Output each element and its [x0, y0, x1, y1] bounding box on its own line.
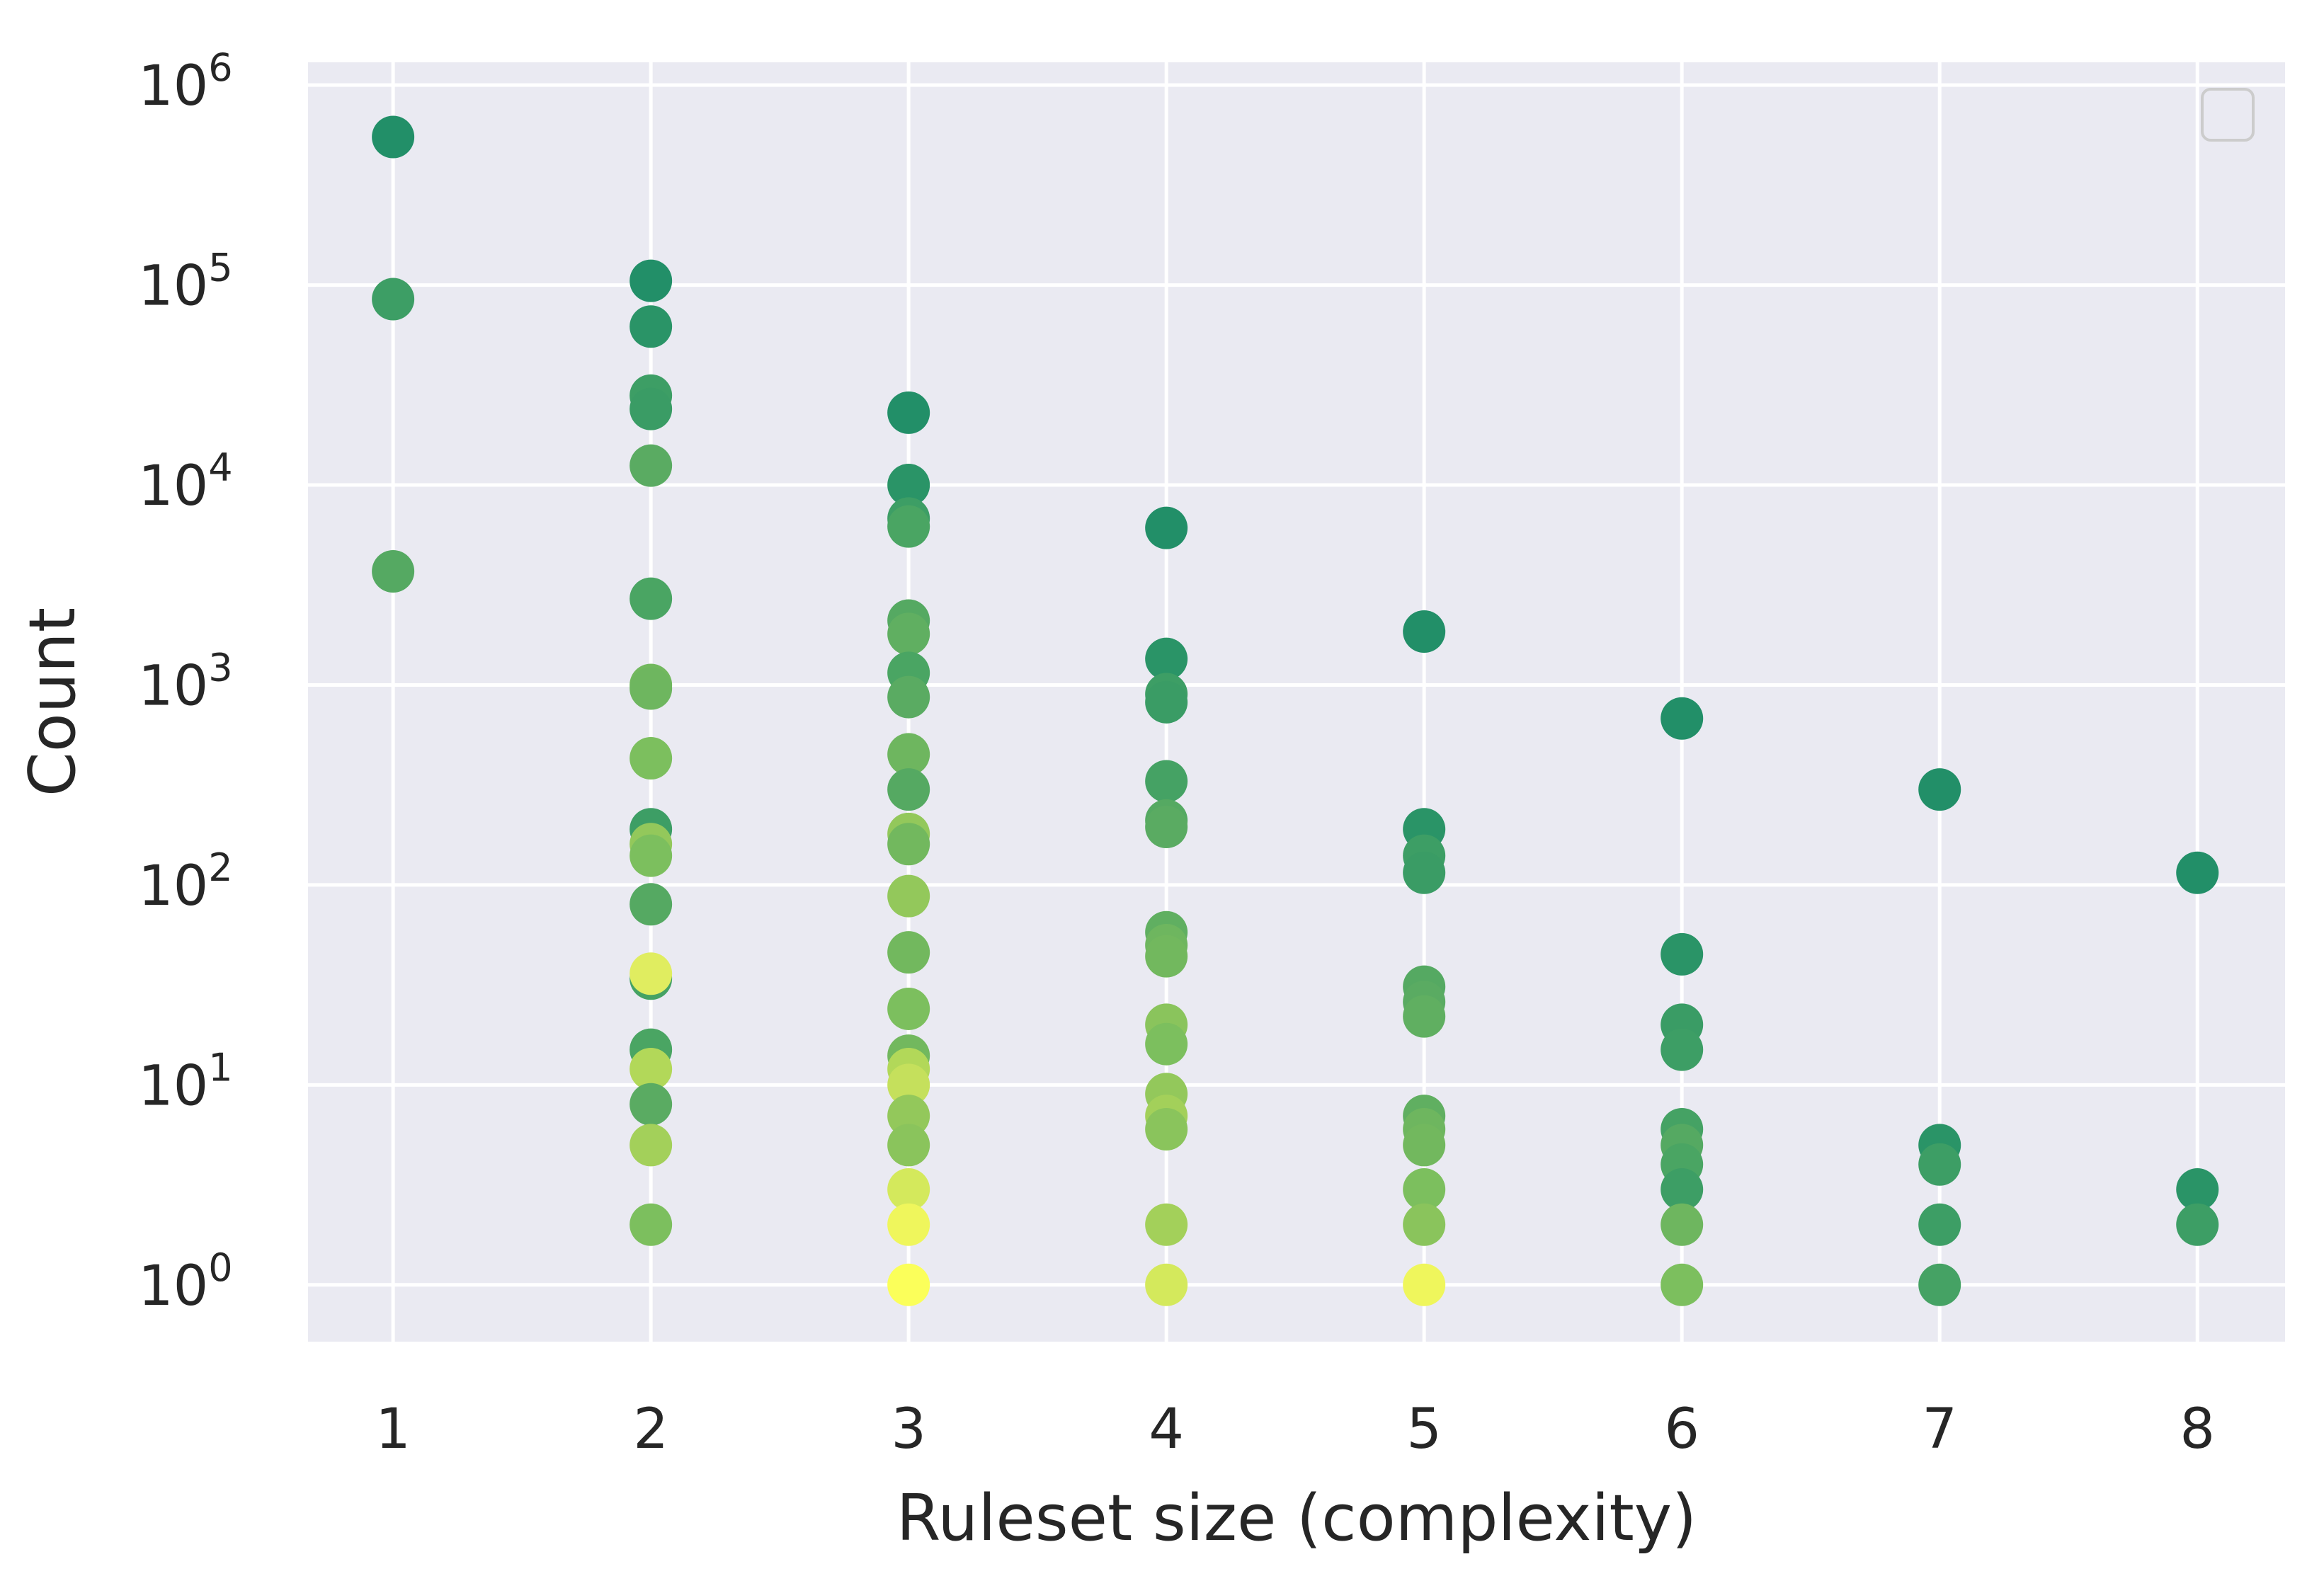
- data-point: [887, 1095, 930, 1138]
- x-tick-label: 8: [2180, 1398, 2215, 1461]
- data-point: [1661, 1028, 1704, 1071]
- data-point: [1403, 851, 1446, 894]
- data-point: [887, 612, 930, 656]
- data-point: [372, 115, 415, 159]
- data-point: [630, 1124, 673, 1167]
- data-point: [887, 1168, 930, 1211]
- y-tick-label: 103: [138, 645, 233, 718]
- data-point: [887, 823, 930, 866]
- data-point: [887, 391, 930, 434]
- x-tick-label: 5: [1406, 1398, 1442, 1461]
- data-point: [630, 667, 673, 710]
- data-point: [372, 278, 415, 321]
- data-point: [1403, 1263, 1446, 1306]
- data-point: [630, 883, 673, 926]
- data-point: [1145, 1263, 1188, 1306]
- legend-box: [2201, 88, 2255, 142]
- data-point: [1145, 680, 1188, 724]
- data-point: [630, 577, 673, 620]
- data-point: [1661, 1263, 1704, 1306]
- data-point: [1918, 1143, 1961, 1186]
- data-point: [630, 259, 673, 302]
- y-axis-label: Count: [16, 607, 90, 796]
- data-point: [1403, 1168, 1446, 1211]
- data-point: [887, 1124, 930, 1167]
- data-point: [2176, 1203, 2219, 1246]
- data-point: [1145, 806, 1188, 849]
- data-point: [630, 1203, 673, 1246]
- x-axis-label: Ruleset size (complexity): [896, 1481, 1697, 1555]
- data-point: [630, 952, 673, 995]
- data-point: [1403, 610, 1446, 653]
- grid-lines: [308, 62, 2285, 1342]
- data-point: [2176, 1168, 2219, 1211]
- data-point: [887, 768, 930, 811]
- data-points: [372, 115, 2219, 1306]
- data-point: [1403, 1203, 1446, 1246]
- x-axis-ticks: 1 2 3 4 5 6 7 8: [375, 1398, 2215, 1461]
- data-point: [1918, 768, 1961, 811]
- data-point: [630, 305, 673, 348]
- x-tick-label: 1: [375, 1398, 411, 1461]
- data-point: [630, 834, 673, 877]
- data-point: [887, 733, 930, 776]
- data-point: [1661, 932, 1704, 976]
- data-point: [887, 1203, 930, 1246]
- x-tick-label: 2: [633, 1398, 668, 1461]
- data-point: [887, 464, 930, 507]
- x-tick-label: 7: [1922, 1398, 1957, 1461]
- data-point: [887, 675, 930, 719]
- data-point: [372, 550, 415, 593]
- data-point: [1145, 637, 1188, 680]
- data-point: [887, 1063, 930, 1107]
- data-point: [1661, 1203, 1704, 1246]
- data-point: [630, 1083, 673, 1126]
- data-point: [1145, 1203, 1188, 1246]
- data-point: [1145, 760, 1188, 803]
- x-tick-label: 4: [1149, 1398, 1184, 1461]
- data-point: [1403, 1124, 1446, 1167]
- data-point: [1918, 1263, 1961, 1306]
- data-point: [1661, 697, 1704, 740]
- data-point: [1145, 935, 1188, 978]
- plot-area: [308, 62, 2285, 1342]
- x-tick-label: 6: [1664, 1398, 1699, 1461]
- data-point: [887, 1263, 930, 1306]
- data-point: [630, 387, 673, 430]
- data-point: [1145, 1022, 1188, 1066]
- data-point: [1145, 506, 1188, 549]
- x-tick-label: 3: [891, 1398, 926, 1461]
- data-point: [1403, 995, 1446, 1038]
- data-point: [630, 737, 673, 780]
- data-point: [1661, 1168, 1704, 1211]
- data-point: [2176, 851, 2219, 894]
- data-point: [887, 931, 930, 974]
- data-point: [1918, 1203, 1961, 1246]
- data-point: [630, 1047, 673, 1090]
- data-point: [630, 444, 673, 487]
- data-point: [887, 874, 930, 918]
- data-point: [1145, 1108, 1188, 1151]
- y-tick-label: 104: [138, 445, 233, 518]
- data-point: [887, 987, 930, 1030]
- data-point: [887, 505, 930, 548]
